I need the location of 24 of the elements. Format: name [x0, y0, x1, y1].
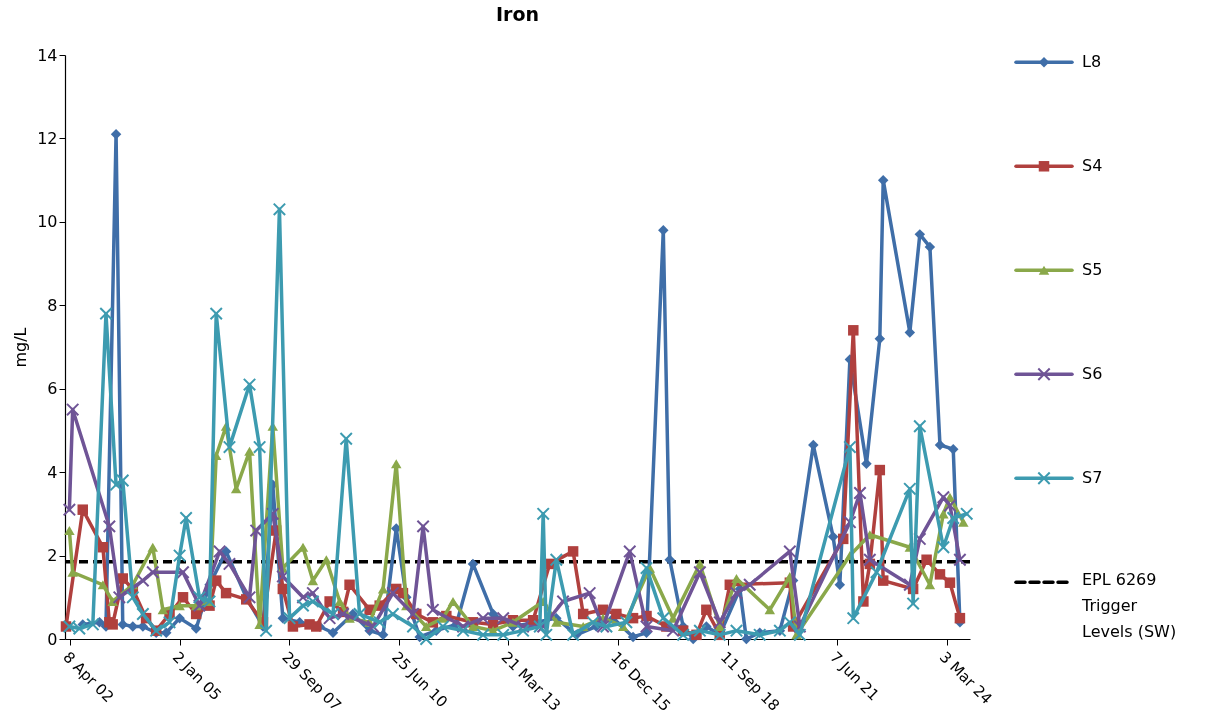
x-tick-label: 25 Jun 10 — [388, 648, 452, 712]
legend-label: EPL 6269 Trigger Levels (SW) — [1081, 570, 1177, 642]
y-tick-label: 12 — [37, 128, 58, 148]
legend-label: S4 — [1082, 156, 1103, 176]
y-axis-title: mg/L — [11, 327, 31, 368]
legend-label: S5 — [1082, 260, 1103, 280]
y-tick-label: 2 — [47, 546, 58, 566]
y-tick-label: 4 — [47, 462, 58, 482]
legend-label: S6 — [1082, 364, 1103, 384]
x-tick-label: 7 Jun 21 — [826, 648, 883, 705]
y-tick-label: 8 — [47, 295, 58, 315]
legend-label: L8 — [1082, 52, 1102, 72]
y-tick-label: 10 — [37, 212, 58, 232]
x-tick-label: 11 Sep 18 — [716, 648, 784, 715]
x-tick-label: 2 Jan 05 — [168, 648, 225, 705]
x-tick-label: 29 Sep 07 — [278, 648, 345, 715]
legend-label: S7 — [1082, 468, 1103, 488]
x-tick-label: 8 Apr 02 — [59, 648, 118, 707]
chart-title: Iron — [495, 3, 540, 25]
y-tick-label: 14 — [37, 45, 58, 65]
y-tick-label: 0 — [47, 629, 58, 649]
y-tick-label: 6 — [47, 379, 58, 399]
x-tick-label: 21 Mar 13 — [497, 648, 565, 715]
x-tick-label: 3 Mar 24 — [935, 648, 996, 708]
